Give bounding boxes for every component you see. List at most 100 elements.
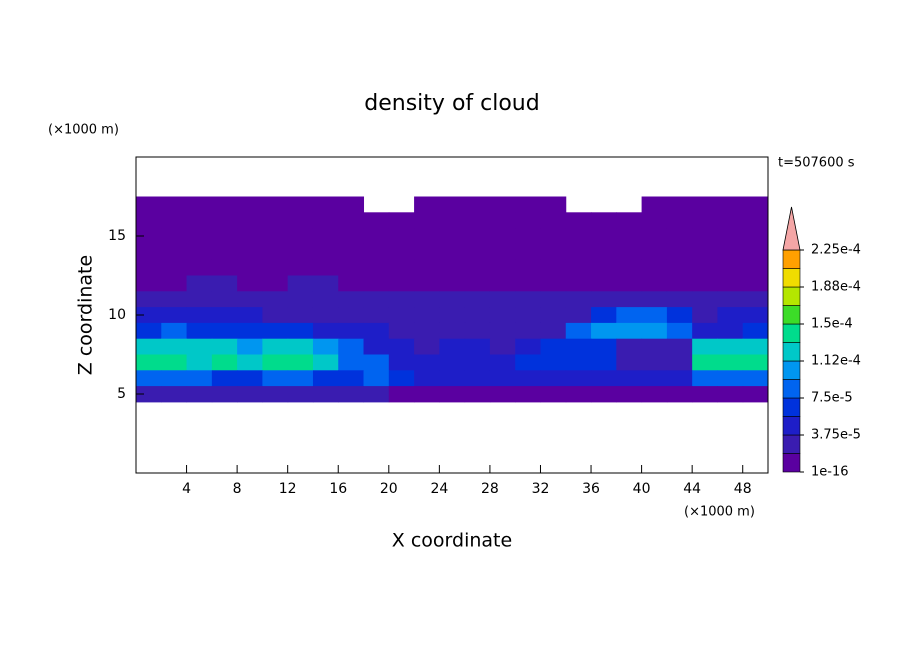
contour-cell — [616, 370, 643, 387]
contour-cell — [439, 386, 466, 403]
contour-cell — [186, 322, 213, 340]
contour-cell — [338, 228, 365, 245]
contour-cell — [338, 338, 365, 355]
contour-cell — [565, 291, 592, 308]
colorbar-tick-label: 1e-16 — [811, 465, 849, 480]
x-tick-label: 12 — [279, 481, 297, 497]
contour-cell — [363, 291, 390, 308]
contour-cell — [565, 243, 592, 261]
contour-cell — [237, 275, 263, 292]
contour-cell — [591, 338, 617, 355]
contour-cell — [489, 243, 516, 261]
contour-cell — [186, 228, 213, 245]
contour-cell — [616, 212, 643, 229]
contour-cell — [742, 322, 769, 340]
contour-cell — [540, 338, 567, 355]
contour-cell — [515, 370, 541, 387]
contour-cell — [136, 196, 162, 213]
contour-cell — [338, 370, 365, 387]
contour-cell — [414, 322, 440, 340]
contour-cell — [464, 322, 491, 340]
contour-cell — [742, 243, 769, 261]
contour-cell — [414, 386, 440, 403]
x-axis-label: X coordinate — [392, 530, 512, 552]
contour-cell — [616, 338, 643, 355]
x-tick-label: 20 — [380, 481, 398, 497]
contour-cell — [717, 196, 744, 213]
contour-cell — [540, 196, 567, 213]
contour-cell — [464, 386, 491, 403]
contour-cell — [439, 275, 466, 292]
x-tick-label: 48 — [734, 481, 752, 497]
colorbar-band — [782, 342, 801, 362]
contour-cell — [388, 354, 415, 371]
contour-cell — [717, 275, 744, 292]
contour-cell — [489, 291, 516, 308]
contour-cell — [161, 291, 188, 308]
contour-cell — [666, 212, 693, 229]
contour-cell — [161, 243, 188, 261]
contour-cell — [515, 243, 541, 261]
contour-cell — [414, 275, 440, 292]
contour-cell — [237, 196, 263, 213]
contour-cell — [565, 354, 592, 371]
contour-cell — [742, 259, 769, 276]
contour-cell — [616, 243, 643, 261]
x-tick-label: 40 — [633, 481, 651, 497]
x-tick-label: 28 — [481, 481, 499, 497]
contour-cell — [312, 259, 339, 276]
contour-cell — [287, 370, 314, 387]
colorbar-band — [782, 397, 801, 417]
contour-cell — [287, 212, 314, 229]
contour-cell — [287, 275, 314, 292]
contour-cell — [186, 386, 213, 403]
contour-cell — [692, 228, 718, 245]
contour-cell — [641, 275, 668, 292]
contour-cell — [692, 370, 718, 387]
contour-cell — [489, 259, 516, 276]
contour-cell — [136, 307, 162, 324]
contour-cell — [262, 275, 289, 292]
contour-cell — [237, 386, 263, 403]
contour-cell — [591, 354, 617, 371]
contour-cell — [287, 291, 314, 308]
contour-cell — [211, 196, 238, 213]
contour-cell — [287, 354, 314, 371]
contour-cell — [211, 307, 238, 324]
contour-cell — [717, 386, 744, 403]
contour-cell — [338, 291, 365, 308]
x-unit: (×1000 m) — [684, 505, 755, 520]
contour-cell — [666, 259, 693, 276]
contour-cell — [616, 228, 643, 245]
contour-cell — [489, 338, 516, 355]
contour-cell — [262, 259, 289, 276]
contour-cell — [439, 322, 466, 340]
contour-cell — [515, 307, 541, 324]
contour-cell — [489, 212, 516, 229]
contour-cell — [591, 322, 617, 340]
contour-cell — [363, 212, 390, 229]
contour-cell — [692, 259, 718, 276]
contour-cell — [616, 386, 643, 403]
contour-cell — [489, 370, 516, 387]
contour-cell — [312, 275, 339, 292]
contour-cell — [237, 354, 263, 371]
contour-cell — [742, 386, 769, 403]
x-tick-label: 16 — [329, 481, 347, 497]
contour-cell — [591, 228, 617, 245]
contour-cell — [338, 243, 365, 261]
contour-cell — [717, 322, 744, 340]
contour-cell — [312, 291, 339, 308]
contour-cell — [591, 307, 617, 324]
contour-cell — [161, 354, 188, 371]
contour-cell — [414, 196, 440, 213]
contour-cell — [439, 370, 466, 387]
contour-cell — [692, 212, 718, 229]
contour-cell — [591, 275, 617, 292]
colorbar-band — [782, 453, 801, 473]
contour-cell — [742, 275, 769, 292]
contour-cell — [565, 322, 592, 340]
colorbar-band — [782, 305, 801, 325]
contour-cell — [641, 322, 668, 340]
contour-cell — [161, 307, 188, 324]
